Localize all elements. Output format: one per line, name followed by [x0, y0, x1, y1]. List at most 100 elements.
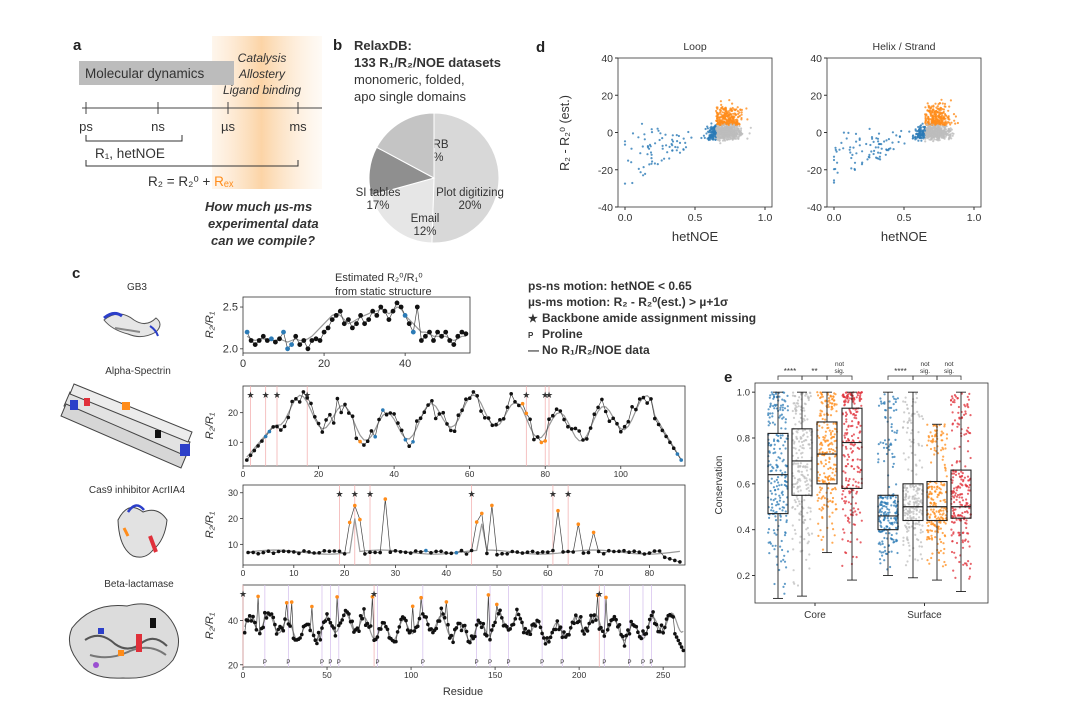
- y-tick-label: -40: [598, 202, 613, 214]
- y-tick-label: -20: [807, 165, 822, 177]
- data-point-usms: [595, 593, 600, 598]
- x-tick-label: 200: [572, 670, 586, 680]
- md-bar: [79, 61, 234, 85]
- box-point: [829, 433, 833, 436]
- box-point: [802, 515, 805, 518]
- data-point: [530, 549, 535, 554]
- box-point: [888, 448, 891, 451]
- box-point: [794, 404, 797, 407]
- box-point: [777, 481, 780, 484]
- scatter-point-psns: [876, 157, 879, 160]
- data-point: [505, 624, 509, 629]
- box-point: [772, 452, 775, 455]
- box-point: [912, 512, 915, 515]
- box-point: [916, 522, 919, 526]
- data-point: [491, 623, 496, 628]
- r2-eq-rex: Rₑₓ: [214, 174, 234, 189]
- box-point: [781, 406, 784, 409]
- box-point: [773, 447, 776, 450]
- box-point: [828, 399, 831, 402]
- box-point: [772, 404, 775, 408]
- box-point: [903, 514, 907, 517]
- data-point: [443, 329, 449, 335]
- box-point: [960, 470, 963, 473]
- scatter-point-usms: [732, 121, 736, 124]
- box-point: [822, 535, 825, 539]
- box-point: [819, 529, 822, 532]
- scatter-point-psns: [861, 150, 864, 153]
- scatter-point-psns: [639, 171, 642, 174]
- data-point: [444, 551, 449, 555]
- protein-name-beta-lactamase: Beta-lactamase: [104, 579, 174, 590]
- box-point: [908, 544, 911, 547]
- box-point: [809, 395, 812, 398]
- data-point-usms: [604, 595, 608, 600]
- box-point: [845, 413, 849, 416]
- box-point: [854, 502, 858, 505]
- y-tick-label: 1.0: [737, 388, 750, 399]
- box-point: [794, 423, 797, 426]
- plot-frame: [242, 385, 686, 467]
- scatter-point-usms: [926, 109, 929, 112]
- data-point: [515, 607, 519, 612]
- box-point: [936, 485, 939, 489]
- data-point: [398, 550, 403, 554]
- data-point: [246, 550, 250, 555]
- scatter-point-psns: [842, 131, 846, 134]
- data-point: [325, 325, 331, 331]
- box-point: [941, 518, 944, 521]
- significance-label-line2: sig.: [920, 368, 930, 375]
- scatter-point-other: [940, 135, 943, 139]
- box-point: [928, 521, 931, 524]
- box-point: [768, 552, 771, 555]
- box-point: [778, 494, 781, 497]
- scatter-point-usms: [938, 102, 942, 105]
- data-point-psns: [424, 548, 428, 553]
- box-point: [909, 486, 912, 489]
- box-point: [940, 492, 943, 495]
- box-point: [806, 418, 809, 421]
- box-point: [824, 439, 827, 442]
- scatter-point-psns: [892, 148, 895, 151]
- box-point: [782, 500, 785, 503]
- data-point: [333, 634, 338, 638]
- box-point: [921, 524, 924, 527]
- box-point: [902, 536, 905, 539]
- box-point: [807, 398, 810, 402]
- scatter-point-psns: [923, 126, 926, 129]
- data-point: [581, 438, 585, 442]
- box-point: [793, 492, 796, 495]
- box-point: [806, 435, 809, 438]
- scatter-point-usms: [925, 119, 928, 122]
- box-point: [779, 408, 782, 411]
- data-point: [316, 421, 321, 426]
- box-point: [943, 423, 946, 426]
- box-point: [808, 567, 811, 570]
- data-point: [377, 417, 381, 422]
- scatter-point-psns: [840, 141, 843, 144]
- box-point: [921, 417, 925, 420]
- box-point: [969, 562, 972, 566]
- box-point: [944, 500, 947, 504]
- scatter-point-other: [732, 131, 735, 134]
- box-point: [935, 482, 938, 485]
- scatter-point-psns: [671, 140, 675, 143]
- scatter-point-usms: [722, 120, 725, 123]
- data-point: [327, 549, 332, 554]
- box-point: [918, 523, 921, 526]
- box-point: [774, 493, 777, 496]
- data-point: [297, 400, 302, 404]
- scatter-point-usms: [739, 108, 742, 112]
- scatter-point-psns: [848, 148, 851, 151]
- scatter-point-usms: [727, 116, 730, 119]
- box-point: [841, 564, 844, 568]
- box-point: [827, 487, 830, 490]
- data-point: [384, 412, 389, 417]
- data-point: [629, 619, 633, 624]
- x-tick-label: 40: [389, 469, 399, 479]
- box-point: [847, 479, 850, 483]
- box-point: [918, 500, 922, 503]
- data-point: [573, 426, 578, 431]
- box-point: [770, 443, 773, 446]
- box-point: [960, 478, 963, 481]
